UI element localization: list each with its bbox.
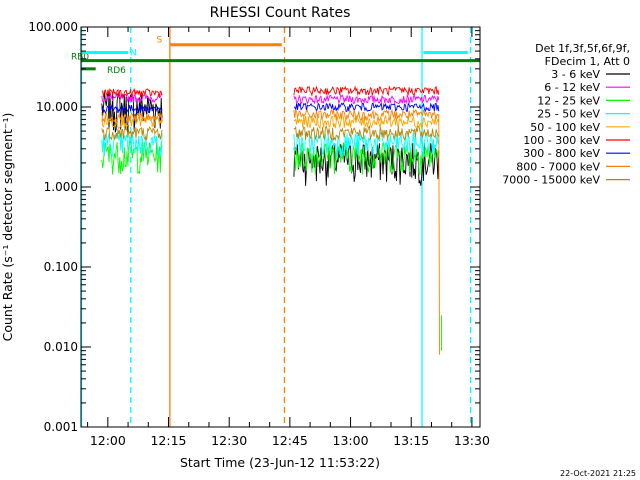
series-line [101,101,440,115]
x-axis: 12:00 12:15 12:30 12:45 13:00 13:15 13:30 [87,27,490,448]
x-tick-label: 13:15 [393,433,429,448]
legend-entry-label: 50 - 100 keV [530,121,600,134]
legend-entry-label: 3 - 6 keV [551,68,600,81]
plot-frame [80,26,481,428]
x-axis-label: Start Time (23-Jun-12 11:53:22) [180,455,380,470]
flag-label: N [130,49,137,59]
legend-entry-label: 25 - 50 keV [537,108,600,121]
series-line [101,130,440,158]
x-tick-label: 12:00 [90,433,126,448]
chart-title: RHESSI Count Rates [210,5,351,21]
y-tick-label: 10.000 [36,100,78,114]
y-axis-label: Count Rate (s⁻¹ detector segment⁻¹) [0,113,15,342]
legend-entry-label: 12 - 25 keV [537,94,600,107]
generation-timestamp: 22-Oct-2021 21:25 [560,469,636,478]
flag-label: RD6 [107,66,126,76]
y-tick-label: 0.001 [44,420,78,434]
y-axis: 0.001 0.010 0.100 1.000 10.000 100.000 [28,20,480,434]
y-tick-label: 0.100 [44,260,78,274]
legend-header-line-1: Det 1f,3f,5f,6f,9f, [535,42,630,55]
series-line [101,92,440,105]
x-tick-label: 12:45 [272,433,308,448]
series-line [101,125,440,142]
legend-entry-label: 7000 - 15000 keV [502,174,600,187]
series-line [101,85,440,99]
flag-label: RB0 [71,53,89,63]
x-tick-label: 12:15 [150,433,186,448]
y-tick-label: 1.000 [44,180,78,194]
y-tick-label: 100.000 [28,20,78,34]
legend-header-line-2: FDecim 1, Att 0 [545,55,630,68]
legend-entry-label: 100 - 300 keV [523,134,600,147]
plot-area: RB0 RD6 N S [71,27,480,427]
legend: Det 1f,3f,5f,6f,9f, FDecim 1, Att 0 3 - … [502,42,630,187]
legend-entry-label: 300 - 800 keV [523,147,600,160]
series-line [101,114,440,130]
legend-entry-label: 6 - 12 keV [544,81,600,94]
series-line [101,108,440,355]
legend-entry-label: 800 - 7000 keV [516,160,600,173]
x-tick-label: 13:00 [333,433,369,448]
series-line [101,139,442,351]
y-tick-label: 0.010 [44,340,78,354]
flag-label: S [157,36,163,46]
x-tick-label: 12:30 [211,433,247,448]
x-tick-label: 13:30 [454,433,490,448]
